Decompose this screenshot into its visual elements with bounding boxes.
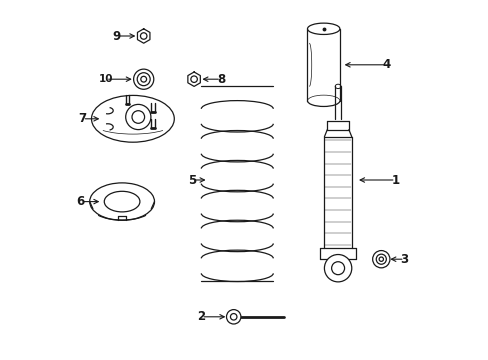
Circle shape <box>133 69 153 89</box>
Text: 9: 9 <box>112 30 121 42</box>
Circle shape <box>137 73 150 86</box>
Circle shape <box>375 254 386 264</box>
Circle shape <box>140 33 146 39</box>
Circle shape <box>132 111 144 123</box>
Circle shape <box>372 251 389 268</box>
Text: 10: 10 <box>99 74 113 84</box>
Circle shape <box>125 104 151 130</box>
Text: 4: 4 <box>382 58 390 71</box>
Text: 8: 8 <box>217 73 225 86</box>
Text: 3: 3 <box>400 253 408 266</box>
Circle shape <box>230 314 237 320</box>
Circle shape <box>190 76 197 82</box>
Text: 2: 2 <box>197 310 205 323</box>
Ellipse shape <box>91 95 174 142</box>
Text: 6: 6 <box>77 195 84 208</box>
Circle shape <box>331 262 344 275</box>
Circle shape <box>324 255 351 282</box>
Text: 7: 7 <box>78 112 86 125</box>
Circle shape <box>226 310 241 324</box>
Circle shape <box>141 76 146 82</box>
Text: 1: 1 <box>391 174 399 186</box>
Text: 5: 5 <box>188 174 196 186</box>
Circle shape <box>378 257 383 261</box>
